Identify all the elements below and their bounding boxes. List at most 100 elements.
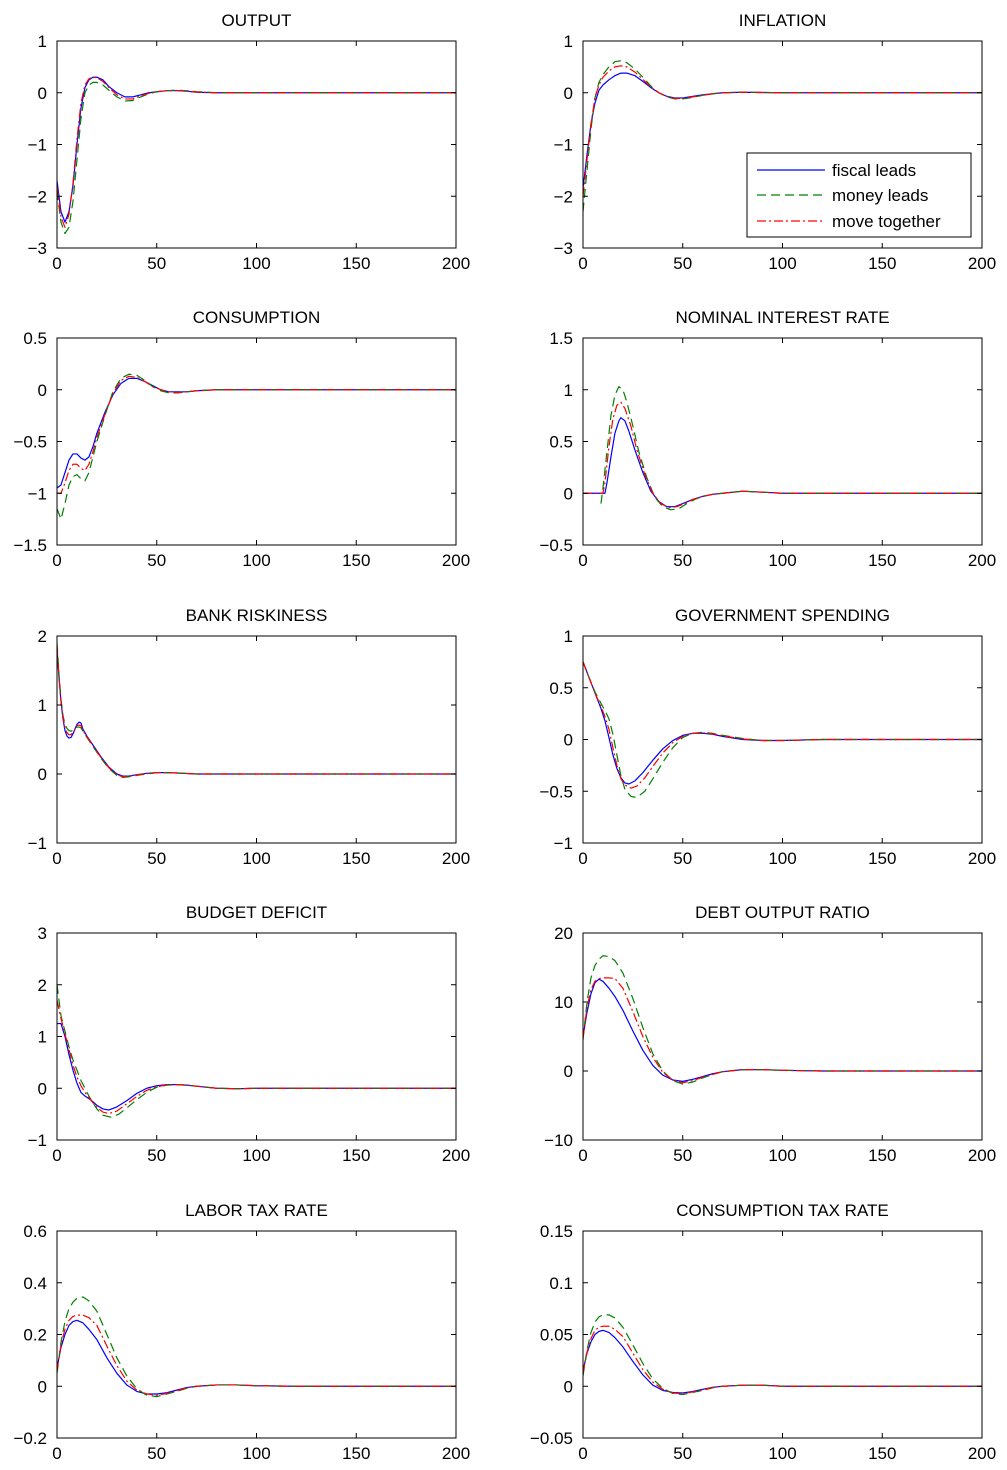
x-tick-label: 150	[342, 254, 370, 273]
series-group	[583, 1314, 982, 1396]
y-tick-label: −0.5	[13, 433, 47, 452]
x-tick-label: 0	[578, 1146, 587, 1165]
x-tick-label: 100	[768, 849, 796, 868]
x-tick-label: 0	[52, 849, 61, 868]
x-tick-label: 50	[673, 1146, 692, 1165]
y-tick-label: −1	[28, 136, 47, 155]
x-tick-label: 100	[768, 551, 796, 570]
series-line-move-together	[583, 1325, 982, 1395]
y-tick-label: 0	[38, 1377, 47, 1396]
x-tick-label: 200	[968, 551, 996, 570]
x-tick-label: 200	[442, 1444, 470, 1463]
series-line-move-together	[583, 661, 982, 789]
series-line-move-together	[583, 977, 982, 1084]
x-tick-label: 50	[673, 254, 692, 273]
y-tick-label: 2	[38, 976, 47, 995]
y-tick-label: 0	[38, 381, 47, 400]
x-tick-label: 100	[768, 254, 796, 273]
x-tick-label: 100	[768, 1444, 796, 1463]
x-tick-label: 150	[342, 551, 370, 570]
x-tick-label: 100	[242, 1444, 270, 1463]
panel-inflation: INFLATION 0 50 100 150 200 1 0 −1 −2 −3	[554, 11, 997, 273]
y-tick-label: 1	[564, 627, 573, 646]
chart-title: NOMINAL INTEREST RATE	[675, 308, 889, 327]
x-tick-label: 100	[242, 1146, 270, 1165]
chart-title: BANK RISKINESS	[186, 606, 328, 625]
x-tick-label: 0	[52, 1444, 61, 1463]
y-tick-label: −2	[554, 187, 573, 206]
x-tick-label: 0	[52, 551, 61, 570]
y-tick-label: 0.2	[23, 1326, 47, 1345]
series-line-move-together	[57, 1000, 456, 1115]
x-tick-label: 0	[578, 849, 587, 868]
y-tick-label: 1	[564, 32, 573, 51]
legend-label-money-leads: money leads	[832, 186, 928, 205]
series-group	[583, 386, 982, 511]
y-tick-label: 0	[38, 84, 47, 103]
x-tick-label: 100	[242, 849, 270, 868]
x-tick-label: 0	[578, 1444, 587, 1463]
panel-labor-tax-rate: LABOR TAX RATE 0 50 100 150 200 0.6 0.4 0.2 0 −0.2	[13, 1201, 470, 1463]
y-tick-label: 0	[564, 1377, 573, 1396]
x-tick-label: 100	[242, 254, 270, 273]
y-tick-label: 1	[564, 381, 573, 400]
x-tick-label: 0	[52, 1146, 61, 1165]
legend: fiscal leads money leads move together	[746, 152, 972, 238]
x-tick-label: 150	[868, 849, 896, 868]
chart-title: CONSUMPTION	[193, 308, 321, 327]
x-tick-label: 200	[968, 1146, 996, 1165]
y-tick-label: −3	[554, 239, 573, 258]
series-line-move-together	[583, 65, 982, 197]
series-line-move-together	[583, 401, 982, 509]
series-group	[583, 661, 982, 799]
y-tick-label: −0.5	[539, 782, 573, 801]
y-tick-label: 0.5	[549, 679, 573, 698]
y-tick-label: 10	[554, 993, 573, 1012]
x-tick-label: 50	[673, 551, 692, 570]
y-tick-label: −1	[28, 484, 47, 503]
y-tick-label: 0.15	[540, 1222, 573, 1241]
chart-title: OUTPUT	[222, 11, 292, 30]
legend-label-move-together: move together	[832, 212, 941, 231]
panel-bank-riskiness: BANK RISKINESS 0 50 100 150 200 2 1 0 −1	[28, 606, 471, 868]
legend-label-fiscal-leads: fiscal leads	[832, 161, 916, 180]
x-tick-label: 200	[442, 1146, 470, 1165]
panel-nominal-interest-rate: NOMINAL INTEREST RATE 0 50 100 150 200 1.5 1 0.5…	[539, 308, 996, 570]
series-group	[57, 373, 456, 520]
y-tick-label: 20	[554, 924, 573, 943]
x-tick-label: 150	[342, 1444, 370, 1463]
y-tick-label: −0.5	[539, 536, 573, 555]
x-tick-label: 200	[968, 254, 996, 273]
x-tick-label: 0	[52, 254, 61, 273]
panel-budget-deficit: BUDGET DEFICIT 0 50 100 150 200 3 2 1 0 −1	[28, 903, 471, 1165]
y-tick-label: −1	[28, 834, 47, 853]
y-tick-label: −2	[28, 187, 47, 206]
y-tick-label: −1.5	[13, 536, 47, 555]
series-line-money-leads	[583, 1314, 982, 1396]
y-tick-label: 0.05	[540, 1326, 573, 1345]
x-tick-label: 200	[442, 551, 470, 570]
series-line-move-together	[57, 375, 456, 494]
y-tick-label: 2	[38, 627, 47, 646]
y-tick-label: 3	[38, 924, 47, 943]
series-line-money-leads	[583, 661, 982, 799]
panel-consumption-tax-rate: CONSUMPTION TAX RATE 0 50 100 150 200 0.15 0.1 0…	[530, 1201, 996, 1463]
y-tick-label: −0.2	[13, 1429, 47, 1448]
x-tick-label: 150	[868, 1444, 896, 1463]
y-tick-label: 0	[564, 1062, 573, 1081]
panel-government-spending: GOVERNMENT SPENDING 0 50 100 150 200 1 0.5 0 −0.5…	[539, 606, 996, 868]
series-group	[57, 642, 456, 779]
series-group	[57, 76, 456, 235]
x-tick-label: 150	[868, 1146, 896, 1165]
x-tick-label: 200	[968, 849, 996, 868]
y-tick-label: 0.4	[23, 1274, 47, 1293]
series-line-move-together	[57, 76, 456, 228]
panel-output: OUTPUT 0 50 100 150 200 1 0 −1 −2 −3	[28, 11, 471, 273]
series-group	[583, 955, 982, 1085]
y-tick-label: 1	[38, 696, 47, 715]
x-tick-label: 100	[242, 551, 270, 570]
x-tick-label: 50	[673, 1444, 692, 1463]
